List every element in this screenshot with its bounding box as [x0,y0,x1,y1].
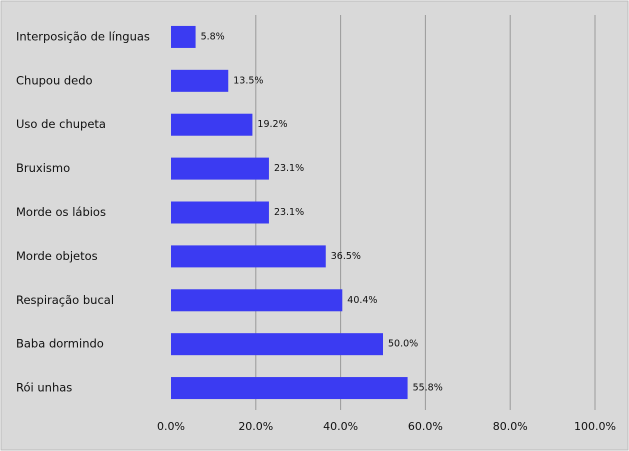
value-label: 19.2% [257,119,287,130]
value-label: 23.1% [274,163,304,174]
bar [171,69,229,92]
bar [171,25,196,48]
bar [171,157,269,180]
x-tick-label: 20.0% [238,420,273,433]
value-label: 50.0% [388,339,418,350]
category-label: Rói unhas [16,381,72,395]
x-tick-label: 100.0% [574,420,616,433]
bar [171,113,253,136]
value-label: 13.5% [233,75,263,86]
x-tick-label: 40.0% [323,420,358,433]
category-label: Chupou dedo [16,73,93,87]
value-label: 40.4% [347,295,377,306]
bar [171,289,343,312]
category-label: Morde objetos [16,249,98,263]
value-label: 55.8% [413,383,443,394]
bar [171,201,269,224]
value-label: 5.8% [201,31,225,42]
bar [171,245,326,268]
bar [171,377,408,400]
category-label: Baba dormindo [16,337,104,351]
category-label: Bruxismo [16,161,70,175]
bar [171,333,383,356]
category-label: Morde os lábios [16,205,106,219]
category-label: Interposição de línguas [16,29,150,43]
x-tick-label: 0.0% [157,420,185,433]
x-tick-label: 60.0% [408,420,443,433]
x-tick-label: 80.0% [493,420,528,433]
value-label: 23.1% [274,207,304,218]
value-label: 36.5% [331,251,361,262]
category-label: Uso de chupeta [16,117,106,131]
category-label: Respiração bucal [16,293,114,307]
